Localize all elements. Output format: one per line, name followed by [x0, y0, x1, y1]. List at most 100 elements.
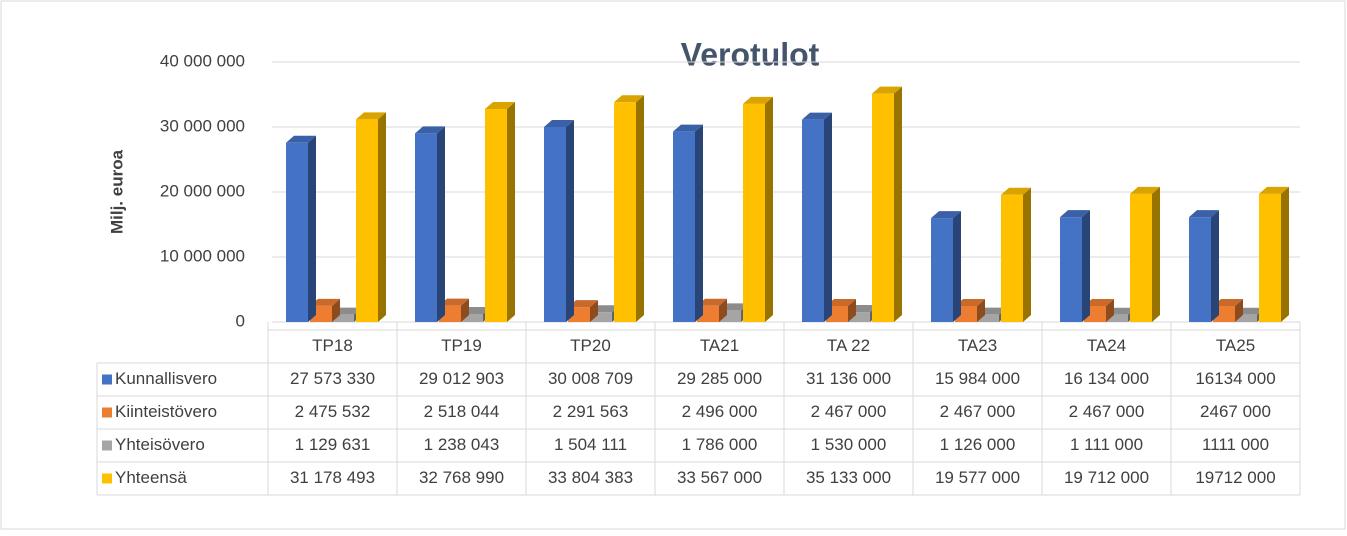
bar-top [872, 86, 902, 94]
x-tick-label: TA23 [958, 336, 997, 355]
x-tick-label: TA21 [700, 336, 739, 355]
bar [673, 131, 695, 322]
bar-top [673, 124, 703, 132]
bar-top [1130, 186, 1160, 194]
bar [332, 314, 354, 322]
bar [1060, 217, 1082, 322]
y-tick-label: 40 000 000 [160, 51, 245, 70]
bar [872, 93, 894, 322]
legend-swatch [102, 374, 112, 385]
table-value: 2 467 000 [1069, 402, 1145, 421]
bar-side [1281, 186, 1289, 322]
bar-side [719, 298, 727, 322]
legend-swatch [102, 473, 112, 484]
bar-side [977, 298, 985, 322]
x-tick-label: TA25 [1216, 336, 1255, 355]
bar-top [1213, 298, 1243, 306]
table-value: 15 984 000 [935, 369, 1020, 388]
legend-swatch [102, 440, 112, 451]
bar [1189, 217, 1211, 322]
bar [719, 310, 741, 322]
table-value: 2 291 563 [553, 402, 629, 421]
bar-side [1235, 298, 1243, 322]
table-value: 32 768 990 [419, 468, 504, 487]
bar-side [894, 86, 902, 322]
bar-side [848, 298, 856, 322]
y-tick-label: 20 000 000 [160, 181, 245, 200]
bar [1259, 193, 1281, 322]
bar-side [437, 126, 445, 322]
bar [802, 119, 824, 322]
table-value: 29 285 000 [677, 369, 762, 388]
bar-side [695, 124, 703, 323]
bar [1130, 193, 1152, 322]
bar [485, 109, 507, 323]
y-tick-label: 0 [236, 311, 245, 330]
bar-top [955, 298, 985, 306]
table-value: 1 111 000 [1070, 435, 1143, 454]
bar-side [332, 298, 340, 322]
bar [544, 126, 566, 322]
y-axis-label: Milj. euroa [107, 149, 126, 234]
bar-top [1060, 210, 1090, 218]
bar-top [1084, 298, 1114, 306]
bar-top [1001, 187, 1031, 195]
bar [1001, 194, 1023, 322]
table-value: 1 129 631 [295, 435, 371, 454]
table-value: 30 008 709 [548, 369, 633, 388]
bar-top [931, 211, 961, 219]
chart-title: Verotulot [681, 36, 820, 72]
bar [1235, 314, 1257, 322]
bar-side [1082, 210, 1090, 322]
table-value: 35 133 000 [806, 468, 891, 487]
table-value: 16134 000 [1195, 369, 1275, 388]
bar-side [1023, 187, 1031, 322]
table-value: 1 504 111 [554, 435, 627, 454]
bar-side [953, 211, 961, 322]
bar-top [1189, 210, 1219, 218]
bar-side [765, 96, 773, 322]
table-value: 16 134 000 [1064, 369, 1149, 388]
table-value: 2 467 000 [940, 402, 1016, 421]
table-value: 33 804 383 [548, 468, 633, 487]
table-value: 31 178 493 [290, 468, 375, 487]
x-tick-label: TP18 [312, 336, 353, 355]
bar [743, 103, 765, 322]
table-value: 2 475 532 [295, 402, 371, 421]
bar [977, 314, 999, 322]
bar-side [566, 119, 574, 322]
bar-top [356, 112, 386, 120]
table-value: 19 577 000 [935, 468, 1020, 487]
bar-side [590, 300, 598, 322]
table-value: 1 126 000 [940, 435, 1016, 454]
x-tick-label: TA 22 [827, 336, 870, 355]
bar [590, 312, 612, 322]
legend-label: Yhteensä [115, 468, 187, 487]
bar-top [415, 126, 445, 134]
table-value: 1 530 000 [811, 435, 887, 454]
table-value: 31 136 000 [806, 369, 891, 388]
legend-label: Yhteisövero [115, 435, 205, 454]
bar-side [1211, 210, 1219, 322]
x-tick-label: TP19 [441, 336, 482, 355]
table-value: 2467 000 [1200, 402, 1271, 421]
bar-side [308, 135, 316, 322]
legend-label: Kunnallisvero [115, 369, 217, 388]
bar-side [507, 102, 515, 323]
bar-top [802, 112, 832, 120]
x-tick-label: TA24 [1087, 336, 1126, 355]
legend-swatch [102, 407, 112, 418]
bar-top [544, 119, 574, 127]
bar-side [824, 112, 832, 322]
table-value: 33 567 000 [677, 468, 762, 487]
bar-top [697, 298, 727, 306]
bar-top [439, 298, 469, 306]
table-value: 29 012 903 [419, 369, 504, 388]
bar-top [485, 102, 515, 110]
bar-side [1106, 298, 1114, 322]
bar [461, 313, 483, 322]
bar [1106, 314, 1128, 322]
legend-label: Kiinteistövero [115, 402, 217, 421]
table-value: 19 712 000 [1064, 468, 1149, 487]
